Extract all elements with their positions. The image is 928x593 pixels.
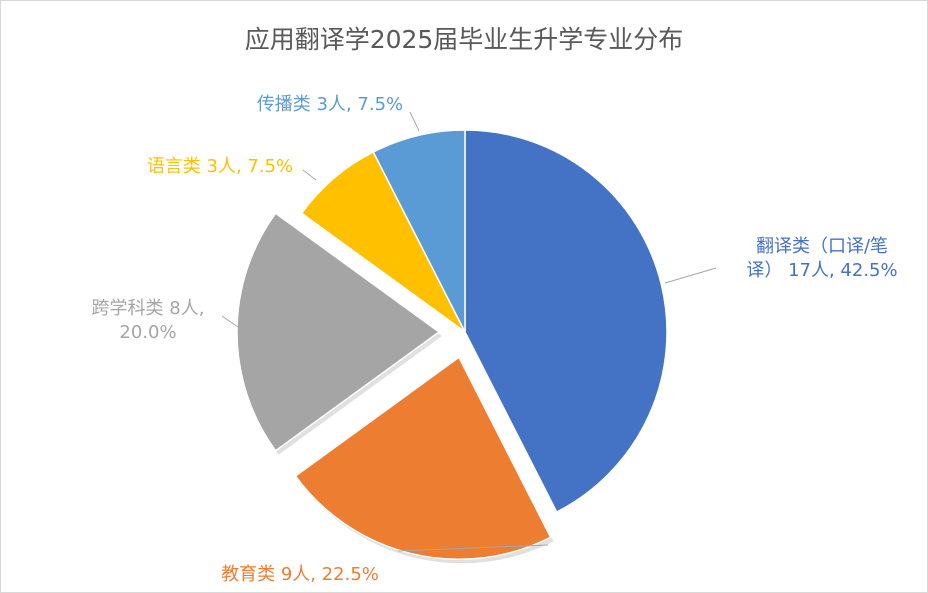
- data-label-3: 跨学科类 8人, 20.0%: [92, 298, 205, 343]
- data-label-line: 语言类 3人, 7.5%: [147, 156, 293, 177]
- data-label-line: 跨学科类 8人,: [92, 298, 205, 319]
- leader-line-2: [397, 544, 549, 552]
- data-label-line: 译） 17人, 42.5%: [746, 260, 897, 281]
- pie-slice-1: [464, 129, 668, 513]
- leader-line-3: [221, 315, 239, 328]
- data-label-4: 语言类 3人, 7.5%: [147, 156, 293, 177]
- pie-slice-5: [372, 129, 466, 333]
- leader-line-4: [302, 169, 317, 181]
- pie-slice-2: [294, 356, 552, 560]
- data-label-5: 传播类 3人, 7.5%: [257, 94, 403, 115]
- data-label-line: 传播类 3人, 7.5%: [257, 94, 403, 115]
- pie-slice-3: [236, 212, 441, 452]
- data-label-line: 翻译类（口译/笔: [756, 236, 888, 257]
- data-label-2: 教育类 9人, 22.5%: [221, 564, 379, 585]
- data-label-line: 20.0%: [119, 322, 176, 343]
- chart-title: 应用翻译学2025届毕业生升学专业分布: [244, 25, 684, 54]
- pie-slice-4: [300, 151, 466, 333]
- leader-line-5: [409, 111, 420, 132]
- leader-line-1: [664, 267, 717, 284]
- data-label-line: 教育类 9人, 22.5%: [221, 564, 379, 585]
- data-label-1: 翻译类（口译/笔译） 17人, 42.5%: [746, 236, 897, 281]
